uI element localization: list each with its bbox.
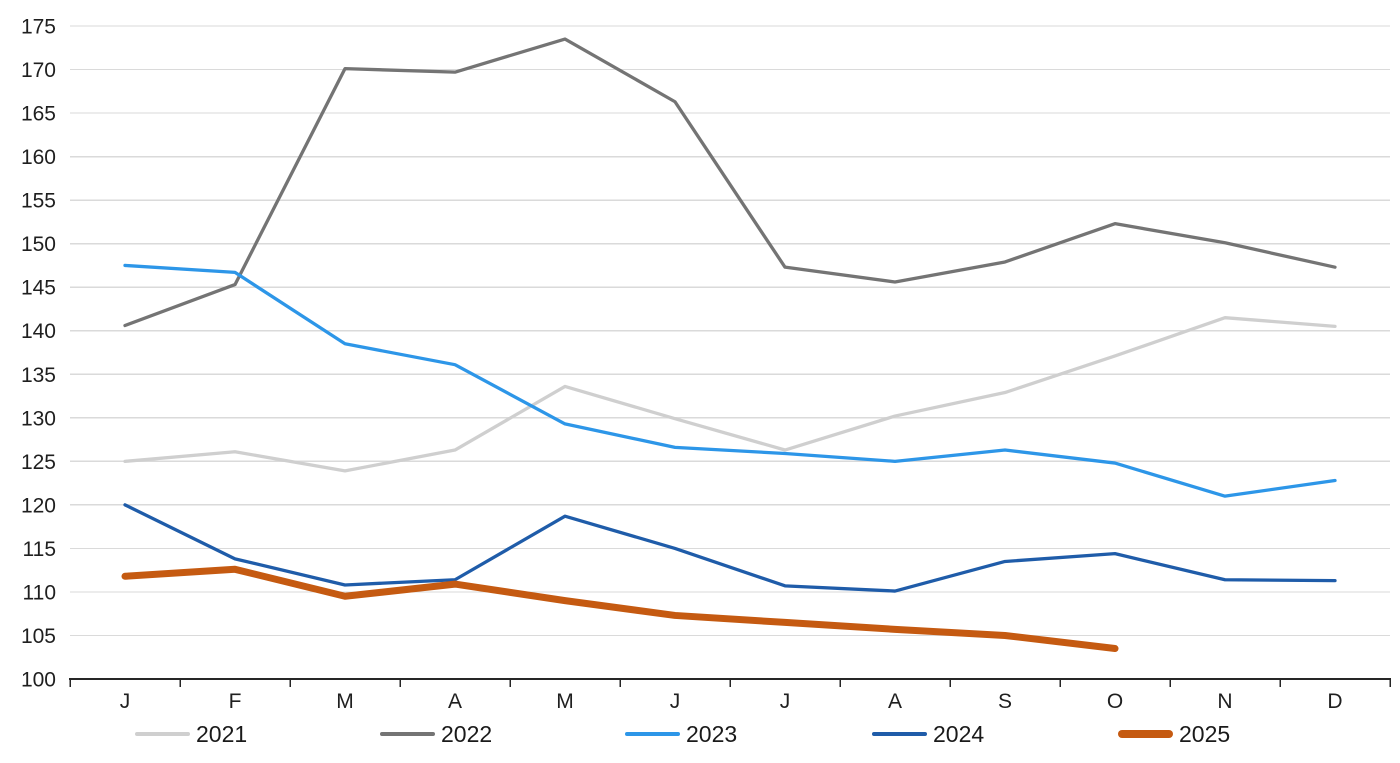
legend-swatch-2022 [380, 732, 435, 736]
legend-entry-2021: 2021 [135, 716, 247, 752]
series-line-2025 [121, 565, 1119, 653]
y-axis-tick-label: 125 [21, 451, 56, 474]
series-line-2021 [123, 316, 1337, 473]
y-axis-tick-label: 105 [21, 625, 56, 648]
y-axis-tick-label: 140 [21, 320, 56, 343]
y-axis-tick-label: 130 [21, 407, 56, 430]
y-axis-tick-label: 135 [21, 364, 56, 387]
x-axis-tick-label: J [120, 690, 131, 713]
legend-label-2021: 2021 [196, 720, 248, 747]
legend-swatch-2023 [625, 732, 680, 736]
x-axis-tick-label: O [1107, 690, 1123, 713]
series-lines [121, 37, 1337, 653]
chart-legend: 2021 2022 2023 2024 2025 [0, 716, 1400, 752]
legend-entry-2022: 2022 [380, 716, 492, 752]
legend-entry-2025: 2025 [1118, 716, 1230, 752]
y-axis-tick-label: 110 [23, 581, 56, 604]
legend-entry-2024: 2024 [872, 716, 984, 752]
x-axis-tick-label: F [229, 690, 242, 713]
series-line-2024 [123, 503, 1337, 593]
y-axis-tick-label: 120 [21, 494, 56, 517]
x-axis-tick-label: N [1217, 690, 1232, 713]
x-axis-tick-label: M [556, 690, 574, 713]
x-axis-tick-label: A [448, 690, 462, 713]
y-axis-tick-label: 170 [21, 59, 56, 82]
x-axis-tick-label: A [888, 690, 902, 713]
legend-label-2023: 2023 [686, 720, 738, 747]
y-axis-tick-label: 150 [21, 233, 56, 256]
x-axis-tick-label: M [336, 690, 354, 713]
legend-swatch-2021 [135, 732, 190, 736]
y-axis-tick-label: 160 [21, 146, 56, 169]
legend-swatch-2024 [872, 732, 927, 736]
series-line-2022 [123, 37, 1337, 328]
y-axis-tick-label: 145 [21, 277, 56, 300]
x-axis-tick-label: J [780, 690, 791, 713]
y-axis-tick-label: 165 [21, 103, 56, 126]
legend-label-2025: 2025 [1179, 720, 1231, 747]
legend-swatch-2025 [1118, 730, 1173, 738]
legend-label-2024: 2024 [933, 720, 985, 747]
y-axis: 100 105 110 115 120 125 130 135 140 145 150 155 160 1… [21, 16, 56, 692]
gridlines [70, 25, 1390, 637]
y-axis-tick-label: 100 [21, 669, 56, 692]
legend-entry-2023: 2023 [625, 716, 737, 752]
x-axis-tick-label: D [1327, 690, 1342, 713]
legend-label-2022: 2022 [441, 720, 493, 747]
y-axis-tick-label: 175 [21, 16, 56, 39]
x-axis-tick-label: J [670, 690, 681, 713]
y-axis-tick-label: 115 [23, 538, 56, 561]
x-axis-tick-label: S [998, 690, 1012, 713]
series-line-2023 [123, 263, 1337, 498]
y-axis-tick-label: 155 [21, 190, 56, 213]
